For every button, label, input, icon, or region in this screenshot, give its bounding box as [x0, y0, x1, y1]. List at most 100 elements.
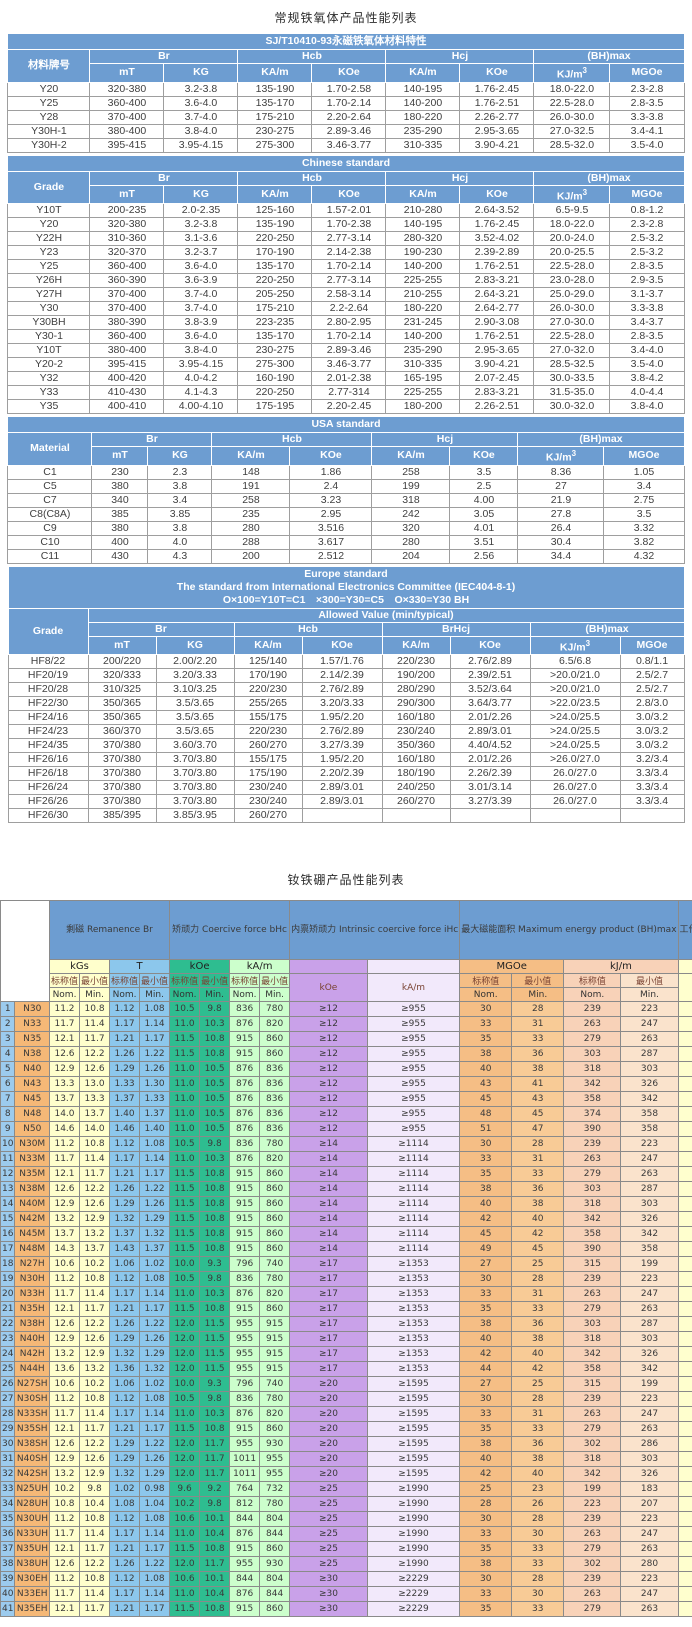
value-cell: 3.1-3.6: [164, 232, 238, 246]
value-cell: 860: [260, 1047, 290, 1062]
row-index-cell: 29: [1, 1422, 15, 1437]
value-cell: ≤100: [678, 1197, 692, 1212]
value-cell: 11.5: [200, 1347, 230, 1362]
value-cell: 40: [512, 1212, 564, 1227]
value-cell: 342: [621, 1227, 678, 1242]
sj-standard-table: SJ/T10410-93永磁铁氧体材料特性 材料牌号 Br Hcb Hcj (B…: [7, 33, 684, 153]
grade-cell: HF26/26: [8, 795, 88, 809]
value-cell: 200-235: [90, 204, 164, 218]
value-cell: 10.5: [200, 1077, 230, 1092]
value-cell: 1.33: [140, 1092, 170, 1107]
value-cell: ≥25: [290, 1482, 368, 1497]
value-cell: 3.01/3.14: [450, 781, 530, 795]
row-index-cell: 5: [1, 1062, 15, 1077]
value-cell: ≥25: [290, 1527, 368, 1542]
value-cell: 1.32: [140, 1227, 170, 1242]
value-cell: 3.7-4.0: [164, 110, 238, 124]
value-cell: 220/230: [234, 725, 302, 739]
value-cell: 10.5: [170, 1002, 200, 1017]
value-cell: 302: [564, 1437, 621, 1452]
value-cell: ≤80: [678, 1032, 692, 1047]
value-cell: 28.5-32.5: [534, 358, 610, 372]
value-cell: 12.9: [80, 1467, 110, 1482]
value-cell: 12.9: [80, 1212, 110, 1227]
value-cell: 3.8-4.0: [164, 124, 238, 138]
value-cell: 1.37: [140, 1107, 170, 1122]
value-cell: 4.0: [148, 535, 212, 549]
value-cell: 28: [512, 1137, 564, 1152]
value-cell: 820: [260, 1017, 290, 1032]
column-header-grade: Grade: [8, 171, 90, 204]
value-cell: 836: [260, 1077, 290, 1092]
value-cell: 915: [230, 1032, 260, 1047]
value-cell: 2.39/2.51: [450, 669, 530, 683]
value-cell: 11.0: [170, 1092, 200, 1107]
grade-cell: N42SH: [15, 1467, 50, 1482]
value-cell: 796: [230, 1377, 260, 1392]
value-cell: 1.29: [140, 1212, 170, 1227]
value-cell: ≥955: [367, 1122, 459, 1137]
group-header-hcb: Hcb: [212, 433, 372, 447]
value-cell: 3.70/3.80: [156, 753, 234, 767]
value-cell: 33: [512, 1602, 564, 1617]
value-cell: 263: [621, 1032, 678, 1047]
grade-cell: N30H: [15, 1272, 50, 1287]
value-cell: 2.76/2.89: [450, 655, 530, 669]
value-cell: 2.14-2.38: [312, 246, 386, 260]
value-cell: 28.5-32.0: [534, 138, 610, 152]
value-cell: 263: [621, 1542, 678, 1557]
value-cell: 2.3-2.8: [610, 218, 684, 232]
value-cell: 160-190: [238, 372, 312, 386]
value-cell: 11.2: [50, 1572, 80, 1587]
value-cell: 3.90-4.21: [460, 138, 534, 152]
value-cell: 27: [518, 479, 604, 493]
value-cell: 180-220: [386, 110, 460, 124]
value-cell: 1.26: [140, 1452, 170, 1467]
grade-cell: N30: [15, 1002, 50, 1017]
value-cell: 3.5/3.65: [156, 725, 234, 739]
value-cell: 223: [621, 1512, 678, 1527]
value-cell: 1.57-2.01: [312, 204, 386, 218]
grade-cell: N25UH: [15, 1482, 50, 1497]
value-cell: 11.0: [170, 1017, 200, 1032]
grade-cell: N38UH: [15, 1557, 50, 1572]
value-cell: 11.5: [170, 1212, 200, 1227]
value-cell: 1.21: [110, 1302, 140, 1317]
row-index-cell: 22: [1, 1317, 15, 1332]
value-cell: 263: [621, 1167, 678, 1182]
value-cell: 11.2: [50, 1002, 80, 1017]
row-index-cell: 34: [1, 1497, 15, 1512]
unit-header: KG: [148, 447, 212, 466]
value-cell: 0.8/1.1: [620, 655, 684, 669]
value-cell: ≤80: [678, 1017, 692, 1032]
value-cell: 2.89-3.46: [312, 344, 386, 358]
row-index-cell: 15: [1, 1212, 15, 1227]
value-cell: 11.5: [170, 1242, 200, 1257]
value-cell: 358: [621, 1107, 678, 1122]
value-cell: 220-250: [238, 274, 312, 288]
value-cell: 2.83-3.21: [460, 274, 534, 288]
min-label: Min.: [260, 988, 290, 1002]
value-cell: 320/333: [88, 669, 156, 683]
value-cell: 38: [460, 1437, 512, 1452]
value-cell: 370-400: [90, 110, 164, 124]
value-cell: 4.01: [450, 521, 518, 535]
value-cell: 11.4: [80, 1587, 110, 1602]
value-cell: 740: [260, 1377, 290, 1392]
value-cell: ≥20: [290, 1467, 368, 1482]
row-index-cell: 19: [1, 1272, 15, 1287]
value-cell: 844: [260, 1527, 290, 1542]
value-cell: 804: [260, 1512, 290, 1527]
value-cell: 33: [512, 1542, 564, 1557]
unit-header: mT: [90, 185, 164, 204]
value-cell: 30: [512, 1587, 564, 1602]
value-cell: 3.3-3.8: [610, 110, 684, 124]
value-cell: 370/380: [88, 781, 156, 795]
value-cell: 3.51: [450, 535, 518, 549]
value-cell: 263: [621, 1422, 678, 1437]
value-cell: 1.08: [140, 1392, 170, 1407]
value-cell: 38: [512, 1332, 564, 1347]
